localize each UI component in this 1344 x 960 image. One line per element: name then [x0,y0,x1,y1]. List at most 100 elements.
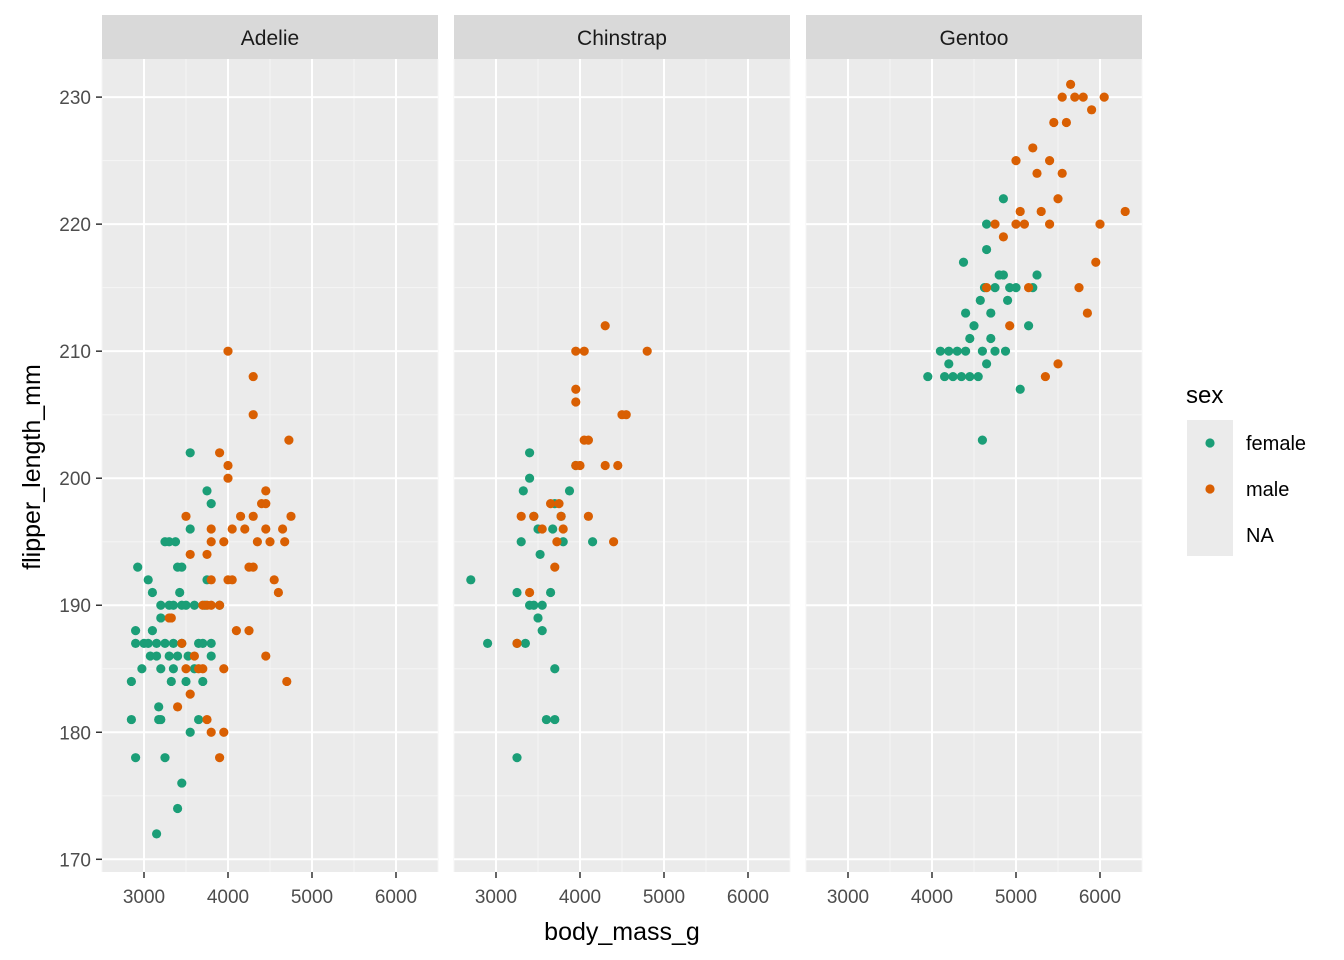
point-female [170,537,181,547]
point-female [944,346,954,356]
x-tick-label: 6000 [375,887,417,908]
point-male [1024,283,1034,293]
point-female [143,638,153,648]
point-female [206,651,216,661]
point-female [520,638,531,648]
point-male [982,283,992,293]
point-female [177,778,187,788]
point-female [143,575,153,585]
point-male [181,511,191,521]
point-male [537,524,547,534]
point-female [990,346,1000,356]
point-female [550,664,560,674]
point-female [156,664,166,674]
point-female [558,537,568,547]
point-male [1045,156,1055,166]
point-female [956,371,967,382]
point-male [1005,321,1015,331]
y-tick-label: 190 [59,596,91,617]
point-male [613,460,623,471]
point-male [609,537,619,547]
point-female [516,537,526,547]
point-male [248,562,258,572]
point-male [280,537,290,547]
point-female [965,333,975,344]
point-female [518,486,528,496]
point-female [940,371,950,382]
point-male [177,638,187,648]
point-female [173,651,183,661]
point-male [215,448,225,458]
point-male [1074,283,1084,293]
point-female [588,537,598,547]
point-female [131,626,141,636]
point-male [525,587,535,598]
x-tick-label: 3000 [475,887,517,908]
panel-adelie: Adelie [101,15,439,872]
point-male [552,537,562,547]
point-female [533,613,543,623]
point-male [583,511,594,521]
point-male [1028,143,1038,153]
point-male [990,219,1000,229]
point-female [156,613,166,623]
point-female [483,638,493,648]
point-male [621,410,631,420]
point-male [1066,79,1076,90]
point-female [537,626,547,636]
point-male [185,549,195,560]
point-male [1049,117,1059,128]
point-male [529,511,539,521]
point-female [973,371,983,382]
point-female [982,359,992,369]
point-male [278,524,288,534]
point-female [185,524,195,534]
point-male [202,549,212,560]
point-female [177,562,187,572]
point-male [1099,92,1109,102]
point-female [977,346,988,356]
point-female [1032,270,1042,280]
panel-chinstrap: Chinstrap [453,15,791,872]
point-female [137,664,147,674]
point-female [198,676,208,687]
point-male [1053,359,1063,369]
point-male [227,524,237,534]
point-male [215,600,225,610]
point-female [152,638,162,648]
point-female [944,359,954,369]
point-female [181,600,191,610]
point-male [1057,92,1067,102]
point-female [958,257,969,267]
x-tick-label: 6000 [727,887,769,908]
point-female [160,753,170,763]
panel-gentoo: Gentoo [805,15,1143,872]
point-male [1078,92,1088,102]
point-male [265,537,275,547]
point-male [273,587,283,598]
point-female [529,600,539,610]
point-male [546,499,556,509]
point-female [1011,283,1021,293]
point-male [1032,168,1042,178]
point-male [1011,219,1021,229]
y-tick-label: 180 [59,723,91,744]
point-male [261,499,271,509]
x-axes: 3000 4000 5000 6000 3000 4000 5000 6000 3000 4000… [123,872,1121,908]
point-male [248,410,258,420]
point-female [525,448,535,458]
point-female [133,562,143,572]
point-female [512,753,522,763]
point-male [223,460,233,471]
facet-strip [806,15,1142,59]
point-male [1070,92,1080,102]
facet-strip-label: Adelie [241,27,299,50]
point-male [998,232,1009,242]
point-male [642,346,652,356]
facet-strip [102,15,438,59]
point-female [986,308,996,318]
point-female [175,587,185,598]
point-male [571,346,581,356]
point-male [1057,168,1067,178]
